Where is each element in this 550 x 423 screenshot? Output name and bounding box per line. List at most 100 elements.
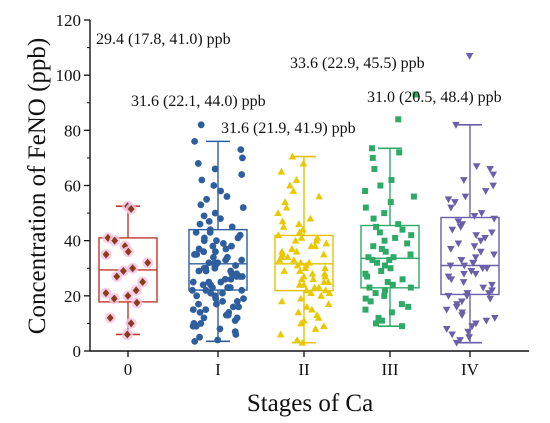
data-point	[232, 331, 240, 338]
data-point	[472, 232, 481, 240]
data-point	[366, 284, 373, 291]
data-point	[228, 223, 236, 231]
data-point	[199, 281, 207, 289]
data-point	[290, 256, 298, 263]
data-point	[374, 259, 381, 266]
data-point	[452, 339, 461, 347]
data-point	[490, 251, 498, 259]
group-i-box	[188, 228, 248, 291]
data-point	[382, 248, 389, 255]
data-point	[412, 91, 419, 98]
data-point	[297, 234, 306, 241]
data-point	[465, 52, 474, 60]
data-point	[382, 287, 389, 294]
data-point	[370, 215, 377, 222]
points-group	[100, 52, 499, 347]
data-point	[482, 317, 491, 325]
data-point	[486, 166, 494, 173]
data-point	[234, 234, 242, 242]
data-point	[209, 284, 216, 291]
data-point	[203, 195, 211, 203]
data-point	[196, 220, 204, 228]
data-point	[389, 281, 396, 288]
data-point	[282, 203, 291, 211]
data-point	[448, 226, 457, 234]
data-point	[139, 278, 147, 287]
data-point	[123, 330, 131, 339]
data-point	[451, 199, 459, 206]
data-point	[194, 160, 202, 167]
data-point	[458, 312, 466, 320]
data-point	[288, 245, 296, 252]
data-point	[378, 245, 385, 252]
data-point	[205, 217, 213, 225]
data-point	[274, 209, 282, 216]
data-point	[387, 265, 394, 272]
data-point	[276, 330, 285, 338]
data-point	[321, 272, 329, 280]
data-point	[127, 204, 135, 213]
data-point	[217, 187, 225, 195]
data-point	[300, 280, 308, 288]
x-tick-label-i: I	[215, 360, 221, 379]
data-point	[491, 315, 499, 322]
data-point	[321, 264, 329, 272]
data-point	[460, 262, 469, 270]
data-point	[238, 171, 246, 178]
data-point	[362, 306, 369, 313]
data-point	[398, 301, 405, 308]
data-point	[200, 314, 208, 322]
data-point	[196, 308, 204, 316]
data-point	[399, 226, 406, 233]
data-point	[213, 237, 220, 245]
data-point	[489, 171, 498, 179]
data-point	[111, 236, 119, 245]
data-point	[399, 323, 406, 330]
data-point	[192, 228, 200, 236]
annotations-group: 29.4 (17.8, 41.0) ppb 31.6 (22.1, 44.0) p…	[96, 31, 502, 137]
data-point	[456, 223, 465, 231]
data-point	[296, 267, 304, 274]
data-point	[295, 220, 303, 228]
data-point	[219, 289, 226, 297]
group-iv-annotation: 31.0 (20.5, 48.4) ppb	[367, 89, 502, 106]
data-point	[478, 265, 487, 273]
data-point	[219, 240, 227, 247]
data-point	[197, 201, 205, 209]
data-point	[292, 247, 301, 255]
data-point	[210, 253, 217, 261]
data-point	[216, 325, 224, 333]
data-point	[211, 165, 219, 173]
data-point	[291, 236, 300, 244]
data-point	[442, 306, 451, 314]
data-point	[324, 300, 333, 308]
data-point	[283, 253, 292, 261]
data-point	[369, 154, 376, 161]
data-point	[447, 204, 455, 212]
data-point	[447, 246, 455, 253]
data-point	[301, 264, 310, 272]
data-point	[446, 262, 455, 270]
data-point	[235, 303, 243, 311]
data-point	[399, 276, 406, 283]
x-tick-label-iv: IV	[461, 360, 480, 379]
y-axis-title: Concentration of FeNO (ppb)	[24, 38, 51, 334]
data-point	[320, 269, 329, 277]
data-point	[195, 267, 203, 275]
data-point	[311, 325, 320, 332]
data-point	[468, 323, 476, 331]
data-point	[371, 165, 378, 172]
data-point	[308, 305, 316, 313]
data-point	[314, 314, 323, 321]
data-point	[320, 250, 328, 258]
data-point	[124, 291, 132, 300]
data-point	[488, 281, 496, 289]
data-point	[121, 242, 129, 251]
y-tick-label: 120	[56, 11, 82, 30]
data-point	[320, 278, 328, 285]
y-tick-label: 80	[64, 121, 81, 140]
data-point	[189, 306, 197, 314]
data-point	[206, 228, 214, 236]
data-point	[297, 294, 305, 302]
data-point	[288, 152, 297, 160]
